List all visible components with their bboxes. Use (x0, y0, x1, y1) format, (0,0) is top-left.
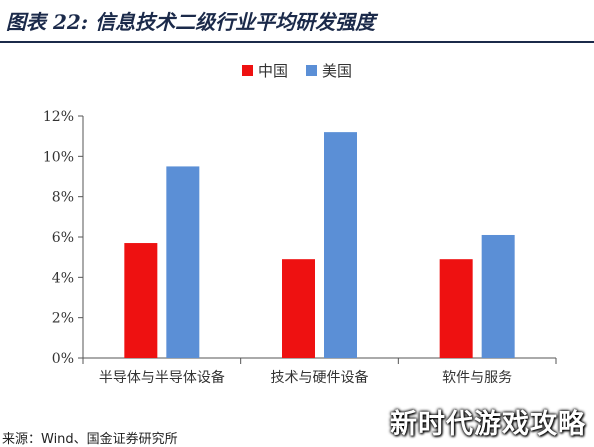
legend-label-china: 中国 (257, 62, 288, 80)
bar-china-0 (124, 243, 158, 358)
bar-usa-1 (324, 132, 357, 358)
source-note: 来源：Wind、国金证券研究所 (2, 432, 178, 447)
bar-usa-2 (481, 234, 515, 358)
bar-china-1 (282, 259, 315, 358)
y-tick-label: 4% (52, 270, 74, 286)
legend-swatch-usa (306, 65, 317, 76)
legend-label-usa: 美国 (322, 62, 353, 80)
figure-title: 图表 22: 信息技术二级行业平均研发强度 (6, 10, 376, 34)
bar-china-2 (439, 259, 473, 358)
y-tick-label: 8% (52, 190, 74, 206)
legend-item-usa: 美国 (306, 60, 352, 81)
y-tick-label: 10% (43, 149, 74, 165)
watermark-text: 新时代游戏攻略 (390, 409, 586, 440)
y-tick-label: 6% (52, 230, 74, 246)
chart-legend: 中国 美国 (0, 60, 594, 81)
y-tick-label: 2% (52, 311, 74, 327)
legend-swatch-china (241, 65, 253, 76)
bar-usa-0 (166, 166, 200, 358)
title-divider (0, 41, 594, 43)
x-tick-label: 半导体与半导体设备 (99, 369, 225, 386)
x-tick-label: 软件与服务 (442, 370, 512, 386)
x-tick-label: 技术与硬件设备 (271, 369, 369, 386)
y-tick-label: 0% (52, 351, 74, 367)
legend-item-china: 中国 (241, 60, 288, 81)
y-tick-label: 12% (43, 109, 74, 125)
